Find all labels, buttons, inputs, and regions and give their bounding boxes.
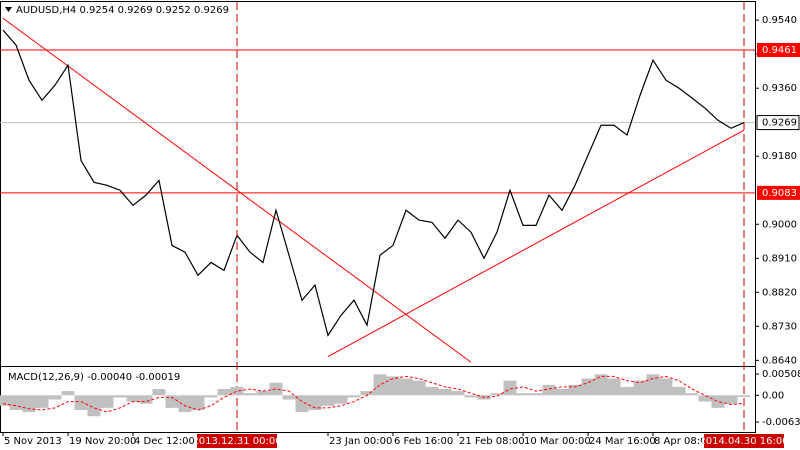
chart-title: AUDUSD,H4 0.9254 0.9269 0.9252 0.9269 [16,5,229,16]
macd-bar [295,395,309,413]
macd-bar [217,389,231,396]
macd-bar [698,395,712,402]
v-line-label: 2013.12.31 00:00 [192,436,281,447]
macd-bar [282,395,296,400]
macd-bar [490,393,504,396]
macd-bar [529,393,543,396]
macd-bar [594,374,608,396]
y-tick-label: 0.9000 [762,219,797,230]
macd-bar [399,378,413,396]
x-tick-label: 5 Nov 2013 [4,436,62,447]
v-line-label-bg [197,434,277,448]
macd-bar [412,380,426,396]
macd-bar [178,395,192,413]
x-tick-label: 8 Apr 08:00 [654,436,713,447]
macd-bar [425,386,439,396]
macd-bar [48,395,62,400]
x-tick-label: 23 Jan 00:00 [329,436,392,447]
macd-bar [0,395,10,406]
y-tick-label: 0.00508 [762,369,800,380]
macd-bar [620,386,634,396]
signal-line [2,375,745,413]
x-tick-label: 24 Mar 16:00 [589,436,656,447]
y-tick-label: 0.9360 [762,83,797,94]
indicator-title: MACD(12,26,9) -0.00040 -0.00019 [8,372,180,383]
macd-bar [100,395,114,408]
macd-bar [646,374,660,396]
y-tick-label: 0.9180 [762,151,797,162]
macd-bar [516,393,530,396]
macd-bar [568,384,582,396]
macd-bar [555,389,569,396]
macd-bar [321,395,335,406]
last-price-label-bg [756,115,800,131]
y-tick-label: 0.9540 [762,15,797,26]
macd-bar [360,391,374,396]
macd-bar [256,391,270,396]
macd-bar [139,395,153,404]
macd-bar [35,395,49,408]
macd-bar [308,395,322,410]
h-line-label: 0.9083 [762,188,797,199]
y-tick-label: 0.8910 [762,253,797,264]
macd-bar [347,395,361,398]
macd-bar [334,395,348,404]
macd-bar [542,384,556,396]
macd-bar [230,386,244,396]
plot-frame [0,1,756,433]
x-tick-label: 10 Mar 00:00 [524,436,591,447]
macd-bar [113,395,127,398]
price-line [2,29,745,337]
macd-bar [607,378,621,396]
macd-bar [61,391,75,396]
macd-bar [633,380,647,396]
macd-bar [711,395,725,408]
macd-bar [74,395,88,410]
h-line-label: 0.9461 [762,45,797,56]
macd-bar [724,395,738,404]
macd-bar [9,395,23,410]
y-tick-label: 0.8730 [762,321,797,332]
macd-bar [22,395,36,413]
macd-bar [581,378,595,396]
trendline [2,17,472,363]
macd-bar [269,382,283,396]
y-tick-label: 0.8640 [762,355,797,366]
macd-bar [659,378,673,396]
macd-bar [503,380,517,396]
macd-bar [152,389,166,396]
h-line-label-bg [757,43,800,58]
macd-bar [464,395,478,398]
macd-bar [438,389,452,396]
y-tick-label: 0.00 [762,390,784,401]
x-tick-label: 6 Feb 16:00 [394,436,453,447]
x-tick-label: 4 Dec 12:00 [134,436,195,447]
x-tick-label: 21 Feb 08:00 [459,436,525,447]
macd-bar [165,395,179,408]
macd-bar [737,395,751,397]
x-tick-label: 19 Nov 20:00 [69,436,136,447]
macd-bar [204,395,218,398]
y-tick-label: -0.00637 [762,417,800,428]
macd-bar [191,395,205,410]
macd-bar [386,376,400,396]
last-price-label: 0.9269 [762,118,797,129]
macd-bar [243,393,257,396]
h-line-label-bg [757,185,800,200]
v-line-label: 2014.04.30 16:00 [699,436,788,447]
macd-bar [373,374,387,396]
macd-bar [685,393,699,396]
v-line-label-bg [704,434,784,448]
menu-icon[interactable] [5,7,12,12]
macd-bar [126,395,140,402]
trendline [327,129,745,357]
macd-bar [451,391,465,396]
macd-bar [672,386,686,396]
y-tick-label: 0.8820 [762,287,797,298]
macd-bar [87,395,101,417]
